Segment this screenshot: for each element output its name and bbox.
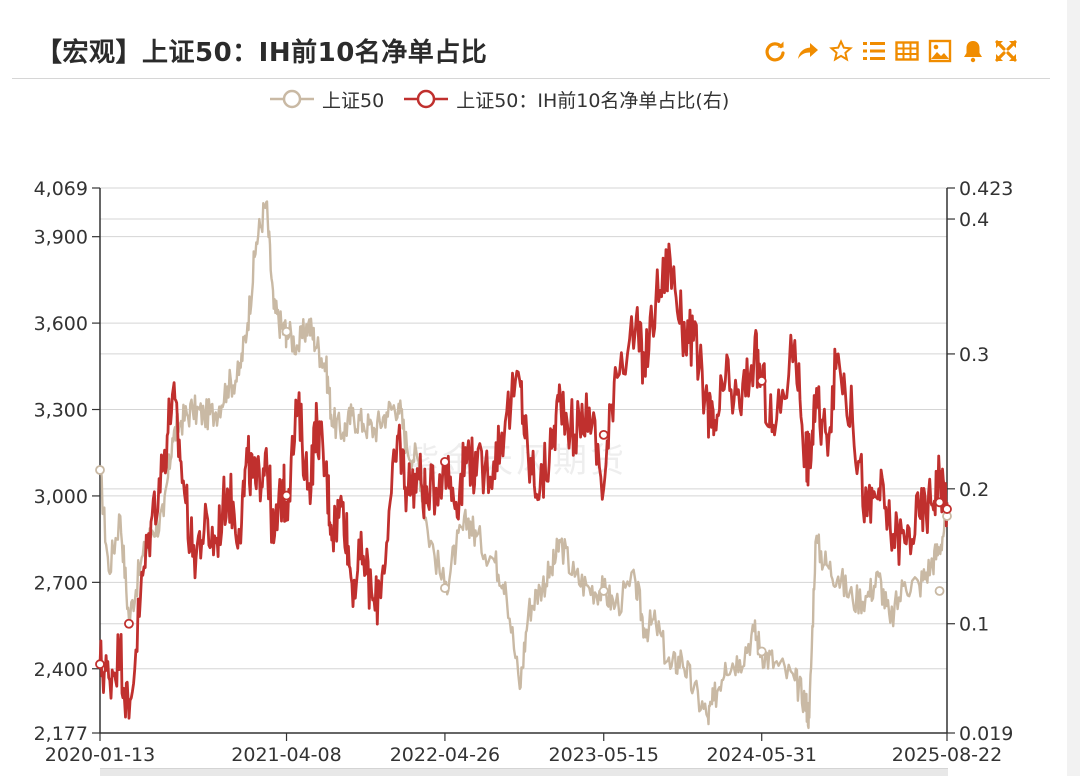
y-left-tick-label: 3,300 [34,400,88,422]
point-marker-net-ratio [95,659,105,670]
y-right-tick-label: 0.2 [959,479,989,501]
y-right-tick-label: 0.019 [959,723,1013,745]
page-title: 【宏观】上证50：IH前10名净单占比 [36,38,488,68]
point-marker-net-ratio [756,376,767,386]
x-tick-label: 2022-04-26 [390,744,500,766]
alert-button[interactable] [960,37,986,65]
y-left-tick-label: 2,400 [34,659,88,681]
point-marker-index [934,586,945,596]
point-marker-net-ratio [281,490,292,501]
y-right-tick-label: 0.1 [959,614,989,636]
y-right-tick-label: 0.3 [959,344,989,366]
panel-header: 【宏观】上证50：IH前10名净单占比 [0,0,1064,80]
x-tick-label: 2020-01-13 [45,744,155,766]
legend-line-marker-icon [270,89,314,109]
y-left-tick-label: 3,000 [34,486,88,508]
toolbar [762,36,1019,66]
legend-item-index[interactable]: 上证50 [268,86,384,113]
point-marker-net-ratio [934,497,945,508]
y-left-tick-label: 3,600 [34,313,88,335]
legend-line-marker-icon [404,89,449,109]
x-tick-label: 2024-05-31 [707,744,817,766]
y-left-tick-label: 3,900 [34,227,88,249]
point-marker-net-ratio [598,429,609,440]
y-left-tick-label: 2,700 [34,572,88,594]
legend-label-index: 上证50 [322,89,385,112]
chart-legend: 上证50 上证50：IH前10名净单占比(右) [268,85,729,113]
x-tick-label: 2021-04-08 [231,744,341,766]
point-marker-index [598,586,609,596]
image-icon [928,39,952,63]
point-marker-index [756,646,767,657]
star-icon [829,39,853,62]
table-button[interactable] [894,37,920,65]
bell-icon [964,41,982,63]
point-marker-index [281,326,292,337]
legend-item-net-ratio[interactable]: 上证50：IH前10名净单占比(右) [402,86,729,113]
fullscreen-button[interactable] [993,37,1019,65]
scrollbar[interactable] [1067,0,1080,776]
point-marker-net-ratio [942,504,952,514]
y-right-tick-label: 0.423 [959,178,1013,200]
y-right-tick-label: 0.4 [959,209,989,231]
share-icon [798,43,818,59]
refresh-button[interactable] [762,37,788,65]
list-button[interactable] [861,37,887,65]
image-button[interactable] [927,37,953,65]
share-button[interactable] [795,37,821,65]
point-marker-net-ratio [124,618,134,629]
point-marker-index [440,583,450,594]
series-line-net-ratio [98,242,949,720]
fullscreen-icon [995,40,1017,62]
header-divider [12,78,1050,79]
refresh-icon [765,41,785,62]
x-tick-label: 2023-05-15 [549,744,659,766]
series-line-index [98,200,949,730]
y-left-tick-label: 2,177 [34,723,88,745]
list-icon [863,42,885,60]
table-icon [895,41,919,61]
legend-label-net-ratio: 上证50：IH前10名净单占比(右) [456,89,730,112]
x-tick-label: 2025-08-22 [892,744,1002,766]
data-zoom-slider[interactable] [100,768,948,776]
point-marker-index [95,465,105,475]
y-left-tick-label: 4,069 [34,178,88,200]
point-marker-net-ratio [440,456,450,467]
favorite-button[interactable] [828,37,854,65]
